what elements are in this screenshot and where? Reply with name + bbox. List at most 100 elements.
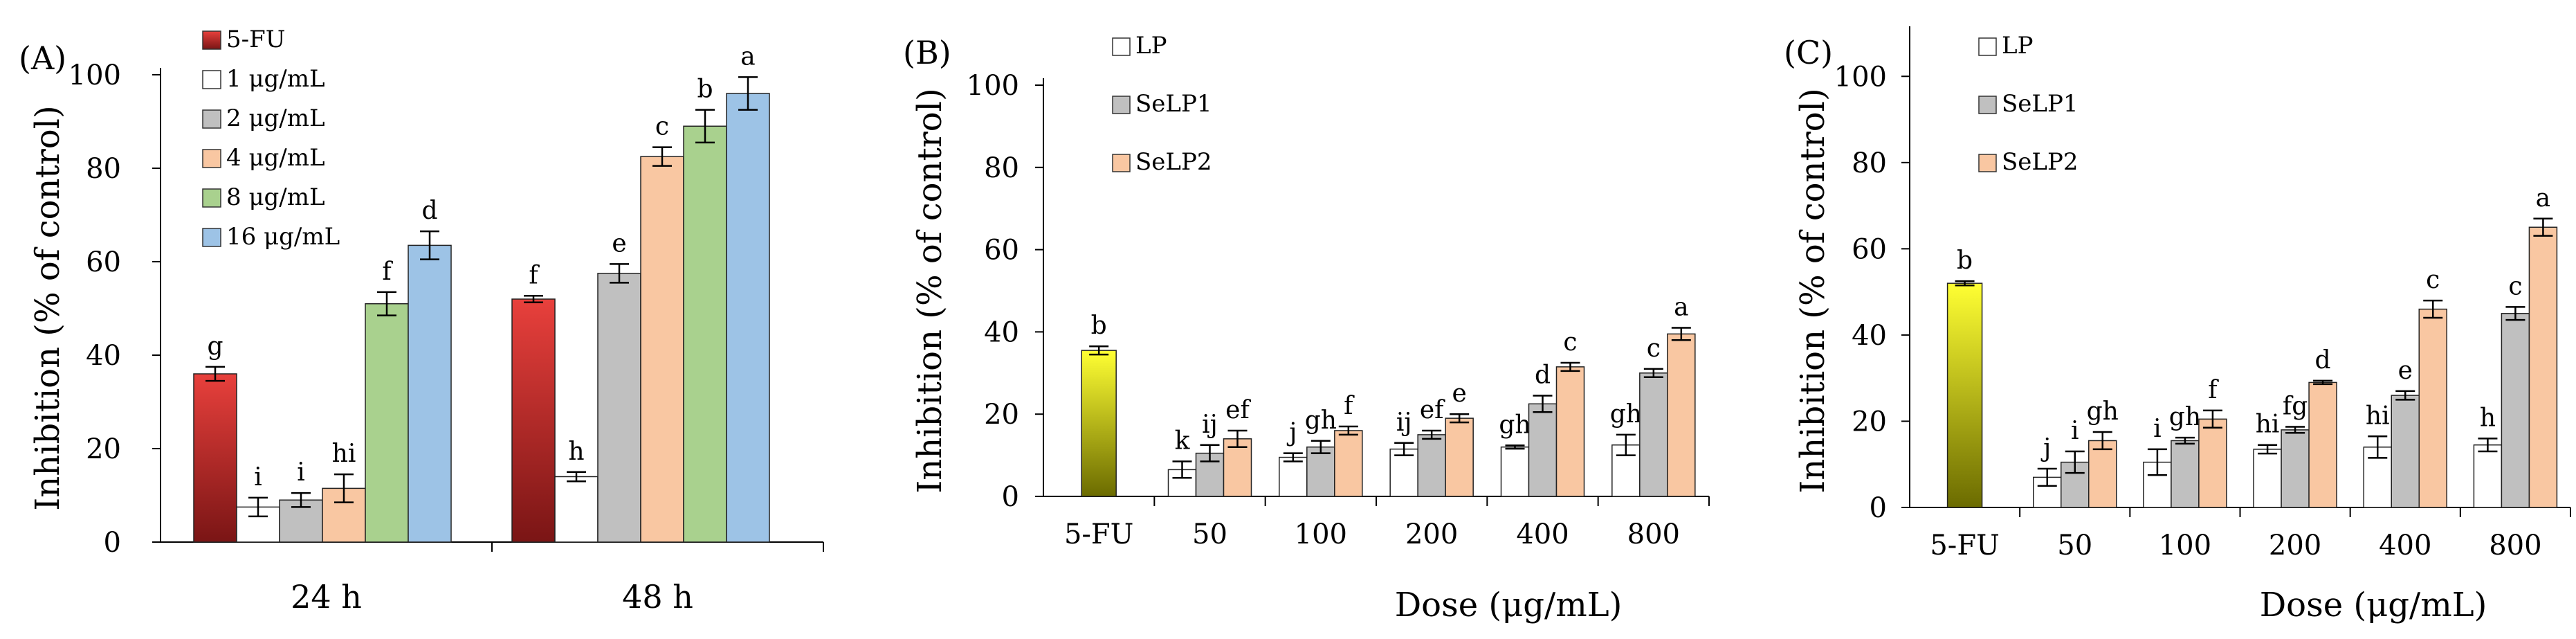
y-tick-label: 80 xyxy=(1852,147,1887,179)
x-tick-label: 5-FU xyxy=(1064,519,1133,550)
significance-letter: e xyxy=(1452,379,1467,408)
legend-label: SeLP1 xyxy=(2002,90,2079,118)
legend-swatch xyxy=(1112,96,1131,114)
significance-letter: gh xyxy=(1610,400,1642,429)
significance-letter: a xyxy=(740,42,755,71)
panel-label: (B) xyxy=(903,34,951,71)
x-tick-label: 5-FU xyxy=(1930,530,1999,561)
x-tick-label: 100 xyxy=(1295,519,1347,550)
y-tick-label: 20 xyxy=(86,433,121,465)
significance-letter: a xyxy=(2536,184,2550,213)
bar xyxy=(640,156,684,543)
bar xyxy=(1445,417,1474,497)
panel-label: (C) xyxy=(1784,34,1833,71)
significance-letter: gh xyxy=(1499,411,1531,439)
x-tick-label: 200 xyxy=(2269,530,2321,561)
bar xyxy=(1667,333,1696,497)
x-tick-label: 50 xyxy=(1192,519,1227,550)
significance-letter: e xyxy=(2398,357,2413,385)
significance-letter: c xyxy=(1647,334,1661,363)
legend-swatch xyxy=(1978,37,1997,56)
y-axis-title: Inhibition (% of control) xyxy=(28,105,67,510)
significance-letter: gh xyxy=(1305,406,1337,435)
significance-letter: k xyxy=(1175,427,1191,456)
significance-letter: hi xyxy=(2256,411,2280,439)
panel-label: (A) xyxy=(19,39,66,77)
bar xyxy=(511,298,556,543)
legend-label: 1 μg/mL xyxy=(226,65,325,93)
y-tick-label: 0 xyxy=(104,527,121,559)
significance-letter: f xyxy=(529,261,540,289)
legend-label: SeLP1 xyxy=(1135,90,1212,118)
legend-swatch xyxy=(202,30,221,50)
legend-label: LP xyxy=(1135,32,1167,60)
legend-label: 2 μg/mL xyxy=(226,105,325,132)
legend-swatch xyxy=(202,109,221,129)
y-tick-label: 60 xyxy=(984,235,1019,267)
significance-letter: h xyxy=(568,438,584,466)
significance-letter: i xyxy=(2153,415,2162,443)
x-tick-label: 400 xyxy=(2379,530,2431,561)
x-tick-label: 800 xyxy=(2489,530,2541,561)
significance-letter: b xyxy=(1091,312,1107,340)
significance-letter: ef xyxy=(1420,396,1445,424)
bar xyxy=(597,273,641,543)
y-tick-label: 100 xyxy=(967,70,1019,102)
bar xyxy=(193,373,237,543)
significance-letter: f xyxy=(1344,392,1355,420)
bar xyxy=(1389,448,1418,497)
significance-letter: gh xyxy=(2169,403,2201,431)
significance-letter: h xyxy=(2480,404,2496,432)
legend-label: 5-FU xyxy=(226,26,285,53)
significance-letter: fg xyxy=(2283,393,2308,421)
significance-letter: gh xyxy=(2087,397,2119,426)
y-tick-label: 20 xyxy=(984,399,1019,431)
significance-letter: i xyxy=(254,463,262,492)
bar xyxy=(1417,434,1446,497)
significance-letter: j xyxy=(2040,434,2051,462)
bar xyxy=(2198,418,2227,508)
significance-letter: j xyxy=(1286,419,1297,447)
bar xyxy=(1223,438,1252,497)
bar xyxy=(683,125,727,543)
legend-label: SeLP2 xyxy=(2002,148,2079,176)
x-tick-label: 800 xyxy=(1627,519,1680,550)
significance-letter: d xyxy=(421,197,437,225)
legend-swatch xyxy=(1112,154,1131,172)
bar xyxy=(2391,395,2420,508)
y-axis-title: Inhibition (% of control) xyxy=(911,88,949,493)
bar xyxy=(2281,429,2310,508)
significance-letter: g xyxy=(207,332,223,361)
bar xyxy=(2501,313,2530,508)
bar xyxy=(1500,446,1530,497)
y-tick-label: 40 xyxy=(86,340,121,372)
significance-letter: b xyxy=(697,75,713,104)
significance-letter: b xyxy=(1957,246,1973,275)
x-tick-label: 24 h xyxy=(291,578,362,615)
legend-swatch xyxy=(202,70,221,89)
legend-swatch xyxy=(202,228,221,247)
y-axis-title: Inhibition (% of control) xyxy=(1793,88,1832,493)
significance-letter: e xyxy=(612,229,626,258)
significance-letter: c xyxy=(2508,272,2522,300)
bar xyxy=(2171,440,2200,508)
y-tick-label: 80 xyxy=(984,152,1019,184)
bar xyxy=(2528,226,2558,508)
x-tick-label: 50 xyxy=(2057,530,2092,561)
y-tick-label: 20 xyxy=(1852,406,1887,438)
x-axis-title: Dose (μg/mL) xyxy=(1395,586,1623,624)
bar xyxy=(1279,456,1308,497)
significance-letter: ij xyxy=(1202,411,1218,439)
bar xyxy=(2473,444,2503,508)
bar xyxy=(1081,350,1117,497)
x-tick-label: 200 xyxy=(1405,519,1458,550)
panel-c-chart: (C) Inhibition (% of control) 0 20 40 60 80 100… xyxy=(1784,26,2571,624)
legend-swatch xyxy=(202,188,221,208)
significance-letter: i xyxy=(2071,417,2079,445)
legend-label: LP xyxy=(2002,32,2033,60)
x-tick-label: 400 xyxy=(1516,519,1569,550)
bar xyxy=(1555,366,1585,497)
significance-letter: hi xyxy=(2366,402,2390,430)
y-tick-label: 0 xyxy=(1870,492,1887,524)
significance-letter: ij xyxy=(1396,408,1412,437)
